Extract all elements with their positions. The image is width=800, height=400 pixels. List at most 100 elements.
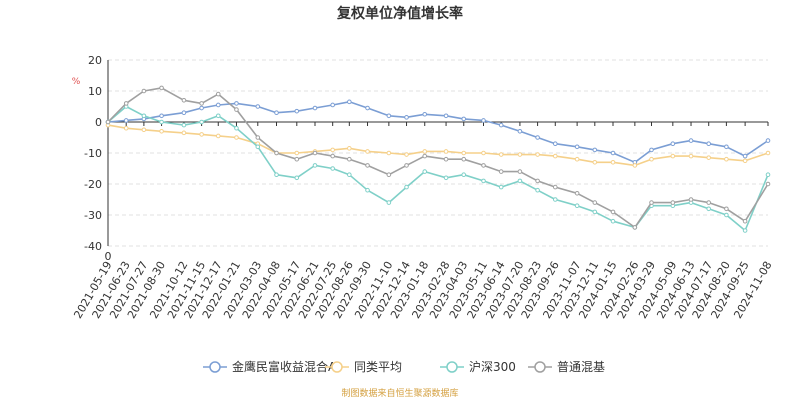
legend-item[interactable]: 沪深300 [440,360,516,374]
data-point [386,113,392,119]
data-point [670,153,676,159]
data-point [724,206,729,212]
data-point [123,101,129,106]
data-point [365,187,370,193]
y-tick-label: -10 [84,147,102,160]
data-point [765,138,771,143]
data-point [123,125,129,131]
data-point [294,156,300,162]
series-1 [105,122,771,168]
series-0 [105,99,771,165]
data-point [535,152,540,157]
series-line [107,87,769,229]
data-point [255,104,261,109]
data-point [181,98,187,103]
x-origin-label: 0 [105,250,112,263]
data-point [765,150,771,156]
data-point [632,163,638,168]
data-point [123,118,129,123]
legend-item[interactable]: 普通混基 [528,360,605,374]
data-point [274,150,279,156]
data-point [347,156,352,162]
data-point [498,169,504,174]
data-point [404,184,409,190]
data-point [535,178,540,184]
data-point [199,101,204,106]
data-point [574,156,580,162]
data-point [461,150,467,156]
data-point [347,99,352,105]
data-point [592,147,598,153]
source-note: 制图数据来自恒生聚源数据库 [341,387,458,399]
data-point [294,150,300,156]
chart-title: 复权单位净值增长率 [336,5,463,22]
series-line [107,101,769,164]
data-point [706,206,712,212]
legend-marker-icon [534,361,546,373]
data-point [724,212,729,218]
data-point [365,163,370,168]
series-line [107,124,769,167]
data-point [517,129,523,134]
data-point [422,153,428,159]
data-point [330,166,335,171]
data-point [181,110,187,115]
data-point [592,160,598,165]
data-point [498,184,504,190]
data-point [443,156,449,162]
data-point [724,144,729,150]
data-point [274,172,279,177]
data-point [294,175,300,181]
legend-item[interactable]: 同类平均 [325,360,402,374]
data-point [610,150,616,156]
data-point [422,149,428,154]
data-point [742,228,748,233]
data-point [159,119,164,125]
data-point [574,191,580,196]
data-point [649,156,654,162]
legend-item[interactable]: 金鹰民富收益混合A [203,359,337,374]
data-point [255,135,261,140]
y-tick-label: 0 [95,116,102,129]
data-point [255,144,261,150]
data-point [330,153,335,159]
data-point [481,163,486,168]
data-point [443,149,449,154]
data-point [765,181,771,187]
data-point [724,156,729,162]
data-point [742,158,748,164]
data-point [141,88,147,94]
data-point [498,122,504,128]
data-point [481,178,486,184]
data-point [404,152,409,157]
y-tick-label: -40 [84,240,102,253]
data-point [461,116,467,122]
data-point [574,203,580,208]
data-point [688,153,694,159]
data-point [386,172,392,177]
data-point [592,200,598,205]
data-point [422,169,428,174]
data-point [365,105,370,111]
data-point [294,108,300,114]
data-point [141,113,147,119]
data-point [517,169,523,174]
data-point [386,150,392,156]
data-point [742,153,748,159]
data-point [347,146,352,151]
data-point [461,156,467,162]
data-point [552,141,558,146]
legend-label: 金鹰民富收益混合A [232,359,337,374]
data-point [215,102,221,108]
data-point [312,163,318,168]
data-point [347,172,352,177]
data-point [610,218,616,224]
data-point [610,160,616,165]
y-tick-label: -20 [84,178,102,191]
series-line [107,105,769,232]
data-point [443,113,449,119]
data-point [199,105,204,111]
grid [108,59,768,247]
data-point [234,125,239,131]
